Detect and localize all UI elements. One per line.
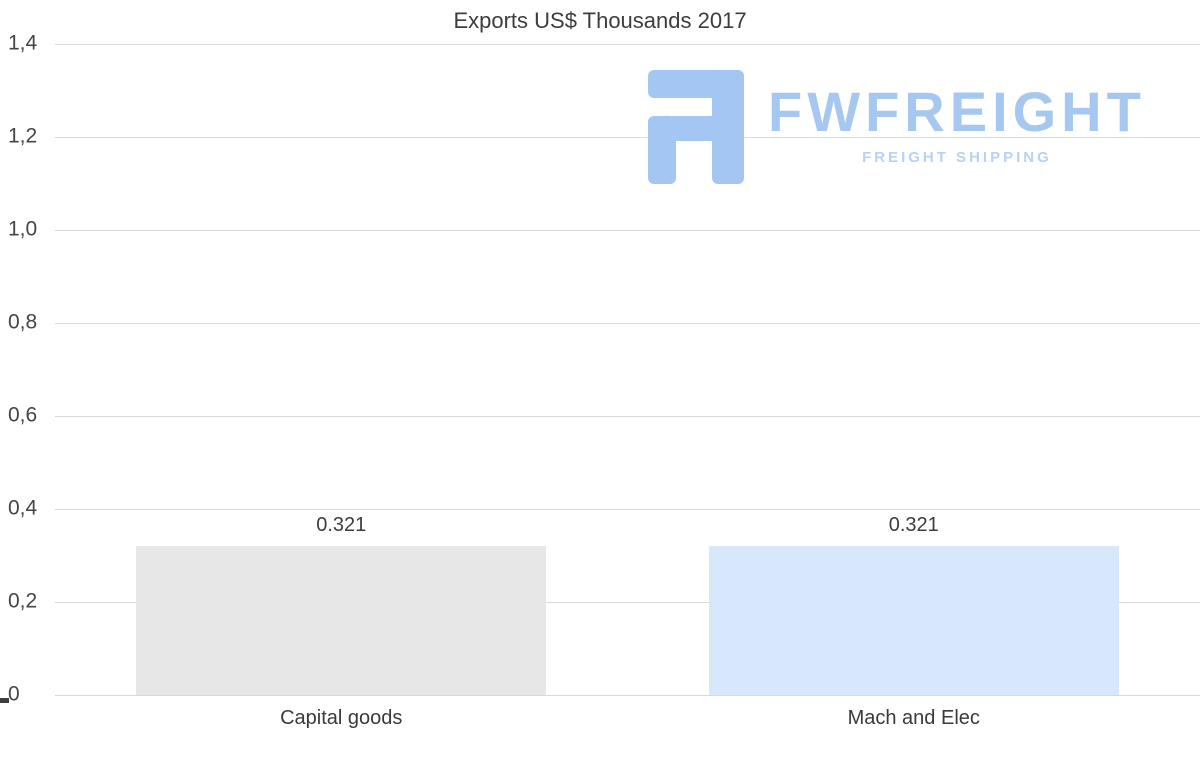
y-axis-tick-label: 0,6 bbox=[8, 403, 38, 427]
brand-tagline: FREIGHT SHIPPING bbox=[862, 149, 1052, 166]
y-axis-tick-label: 1,2 bbox=[8, 124, 38, 148]
gridline bbox=[55, 137, 1200, 138]
gridline bbox=[55, 695, 1200, 696]
bar-value-label: 0.321 bbox=[888, 513, 939, 536]
gridline bbox=[55, 230, 1200, 231]
y-axis-tick-label: 1,0 bbox=[8, 217, 38, 241]
gridline bbox=[55, 323, 1200, 324]
brand-name: FWFREIGHT bbox=[768, 80, 1146, 143]
bar-mach-and-elec bbox=[708, 545, 1119, 695]
y-axis-tick-label: 0,4 bbox=[8, 496, 38, 520]
watermark-text-block: FWFREIGHT FREIGHT SHIPPING bbox=[768, 70, 1146, 167]
watermark-logo: FWFREIGHT FREIGHT SHIPPING bbox=[648, 70, 1146, 184]
bar-capital-goods bbox=[136, 545, 547, 695]
x-axis-category-label: Capital goods bbox=[280, 707, 403, 729]
y-axis-tick-label: 0,2 bbox=[8, 589, 38, 613]
gridline bbox=[55, 416, 1200, 417]
x-axis-category-label: Mach and Elec bbox=[847, 707, 980, 729]
gridline bbox=[55, 509, 1200, 510]
bar-value-label: 0.321 bbox=[316, 513, 367, 536]
y-axis-tick-label: 0 bbox=[8, 682, 20, 706]
y-axis-tick-label: 0,8 bbox=[8, 310, 38, 334]
gridline bbox=[55, 44, 1200, 45]
zero-axis-tick bbox=[0, 698, 9, 703]
chart-title: Exports US$ Thousands 2017 bbox=[453, 8, 747, 33]
gridline bbox=[55, 602, 1200, 603]
y-axis-tick-label: 1,4 bbox=[8, 31, 38, 55]
fwfreight-logo-icon bbox=[648, 70, 744, 184]
